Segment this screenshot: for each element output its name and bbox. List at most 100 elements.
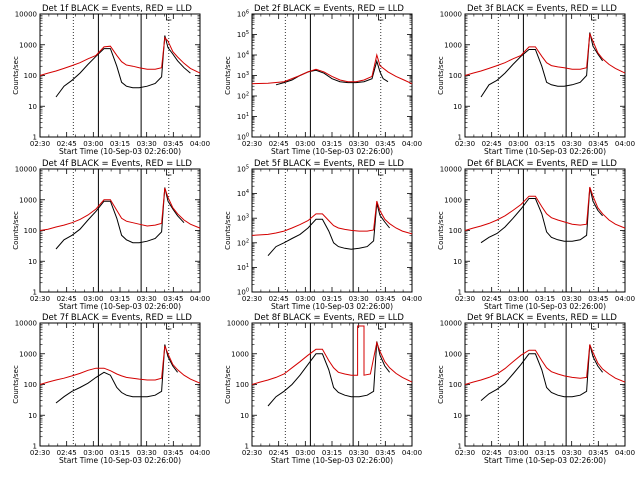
plot-frame <box>251 322 413 447</box>
y-tick-label: 102 <box>237 238 249 247</box>
y-tick-exponent: 3 <box>246 71 249 77</box>
y-tick-base: 10 <box>237 134 246 142</box>
y-tick-base: 10 <box>237 239 246 247</box>
x-tick-label: 03:30 <box>349 140 369 148</box>
events-series-line <box>55 187 185 250</box>
x-tick-label: 03:30 <box>562 140 582 148</box>
y-axis-label: Counts/sec <box>224 365 232 404</box>
y-tick-exponent: 1 <box>246 263 249 269</box>
y-tick-base: 10 <box>237 72 246 80</box>
panel-title: Det 1f BLACK = Events, RED = LLD <box>42 4 192 14</box>
panel-title: Det 6f BLACK = Events, RED = LLD <box>467 159 617 169</box>
x-tick-label: 03:45 <box>163 449 183 457</box>
x-tick-label: 03:30 <box>562 295 582 303</box>
y-axis-label: Counts/sec <box>437 211 445 250</box>
bracket-marker <box>378 14 384 21</box>
panel-2: Det 2f BLACK = Events, RED = LLD 100 101 10… <box>224 4 422 156</box>
y-tick-label: 10000 <box>227 320 249 328</box>
plot-frame <box>251 168 413 293</box>
x-tick-label: 02:30 <box>455 449 475 457</box>
x-tick-label: 03:45 <box>588 295 608 303</box>
y-tick-label: 1000 <box>19 41 37 49</box>
panel-title: Det 7f BLACK = Events, RED = LLD <box>42 313 192 323</box>
y-tick-label: 100 <box>449 227 462 235</box>
y-tick-exponent: 4 <box>246 51 249 57</box>
y-tick-label: 106 <box>237 10 249 19</box>
panel-7: Det 7f BLACK = Events, RED = LLD 1 10 100 10… <box>12 313 210 465</box>
y-tick-exponent: 5 <box>246 165 249 171</box>
x-tick-label: 02:30 <box>242 449 262 457</box>
x-tick-label: 04:00 <box>190 449 210 457</box>
y-axis-label: Counts/sec <box>224 211 232 250</box>
panel-title: Det 2f BLACK = Events, RED = LLD <box>254 4 404 14</box>
panel-title: Det 9f BLACK = Events, RED = LLD <box>467 313 617 323</box>
x-tick-label: 03:15 <box>535 140 555 148</box>
lld-series-line <box>464 186 626 231</box>
x-tick-label: 03:15 <box>535 295 555 303</box>
x-tick-label: 04:00 <box>615 449 635 457</box>
y-tick-label: 104 <box>237 51 249 60</box>
plot-frame <box>464 168 626 293</box>
events-series-line <box>480 187 603 244</box>
y-tick-label: 102 <box>237 92 249 101</box>
x-tick-label: 02:45 <box>269 295 289 303</box>
y-tick-label: 1 <box>33 134 37 142</box>
y-tick-label: 1000 <box>19 350 37 358</box>
y-tick-label: 10 <box>453 103 462 111</box>
lld-series-line <box>464 33 626 76</box>
y-tick-label: 10 <box>453 258 462 266</box>
x-tick-label: 03:00 <box>508 449 528 457</box>
y-tick-label: 105 <box>237 165 249 174</box>
y-tick-label: 10 <box>240 412 249 420</box>
events-series-line <box>267 203 390 257</box>
bracket-marker <box>166 169 172 176</box>
x-tick-label: 03:15 <box>110 295 130 303</box>
x-axis-label: Start Time (10-Sep-03 02:26:00) <box>271 456 393 465</box>
x-tick-label: 02:45 <box>57 295 77 303</box>
y-tick-label: 10000 <box>440 320 462 328</box>
y-tick-label: 100 <box>24 381 37 389</box>
y-tick-label: 100 <box>237 133 249 142</box>
lld-series-line <box>39 345 201 385</box>
panel-1: Det 1f BLACK = Events, RED = LLD 1 10 100 10… <box>12 4 210 156</box>
x-axis-label: Start Time (10-Sep-03 02:26:00) <box>59 302 181 311</box>
x-tick-label: 03:30 <box>137 140 157 148</box>
y-tick-exponent: 3 <box>246 214 249 220</box>
x-tick-label: 03:45 <box>588 140 608 148</box>
y-tick-label: 10 <box>28 412 37 420</box>
x-axis-label: Start Time (10-Sep-03 02:26:00) <box>484 302 606 311</box>
x-tick-label: 04:00 <box>615 140 635 148</box>
x-tick-label: 02:30 <box>455 295 475 303</box>
y-tick-label: 10 <box>28 103 37 111</box>
y-tick-base: 10 <box>237 289 246 297</box>
y-axis-label: Counts/sec <box>12 365 20 404</box>
x-tick-label: 03:00 <box>508 140 528 148</box>
y-tick-base: 10 <box>237 52 246 60</box>
y-tick-label: 1 <box>458 289 462 297</box>
y-tick-label: 101 <box>237 112 249 121</box>
x-tick-label: 03:30 <box>349 449 369 457</box>
x-tick-label: 04:00 <box>190 140 210 148</box>
y-tick-label: 10 <box>28 258 37 266</box>
y-tick-label: 10 <box>453 412 462 420</box>
x-tick-label: 04:00 <box>615 295 635 303</box>
panel-title: Det 3f BLACK = Events, RED = LLD <box>467 4 617 14</box>
y-tick-base: 10 <box>237 11 246 19</box>
y-tick-label: 104 <box>237 189 249 198</box>
y-tick-label: 100 <box>236 381 249 389</box>
y-tick-exponent: 0 <box>246 288 249 294</box>
y-tick-label: 1 <box>458 443 462 451</box>
x-tick-label: 02:30 <box>242 295 262 303</box>
plot-frame <box>464 322 626 447</box>
lld-series-line <box>39 187 201 231</box>
x-tick-label: 04:00 <box>402 295 422 303</box>
y-tick-label: 100 <box>237 288 249 297</box>
x-tick-label: 03:15 <box>110 449 130 457</box>
y-tick-base: 10 <box>237 31 246 39</box>
y-tick-label: 101 <box>237 263 249 272</box>
y-tick-label: 1000 <box>19 196 37 204</box>
x-tick-label: 03:00 <box>295 449 315 457</box>
y-tick-label: 100 <box>449 72 462 80</box>
y-tick-label: 100 <box>449 381 462 389</box>
